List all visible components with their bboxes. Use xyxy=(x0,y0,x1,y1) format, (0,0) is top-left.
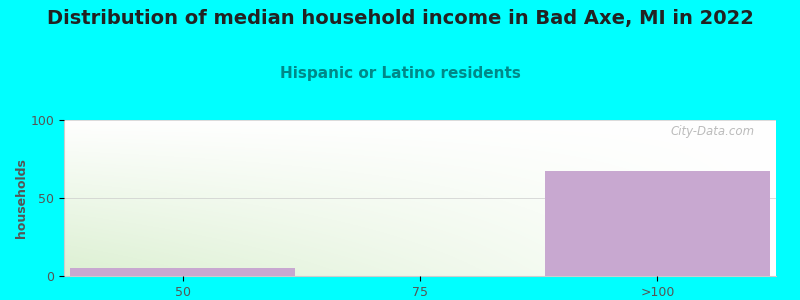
Bar xyxy=(545,172,770,276)
Text: Distribution of median household income in Bad Axe, MI in 2022: Distribution of median household income … xyxy=(46,9,754,28)
Y-axis label: households: households xyxy=(14,158,28,238)
Bar xyxy=(70,268,295,276)
Text: Hispanic or Latino residents: Hispanic or Latino residents xyxy=(279,66,521,81)
Text: City-Data.com: City-Data.com xyxy=(670,125,754,138)
